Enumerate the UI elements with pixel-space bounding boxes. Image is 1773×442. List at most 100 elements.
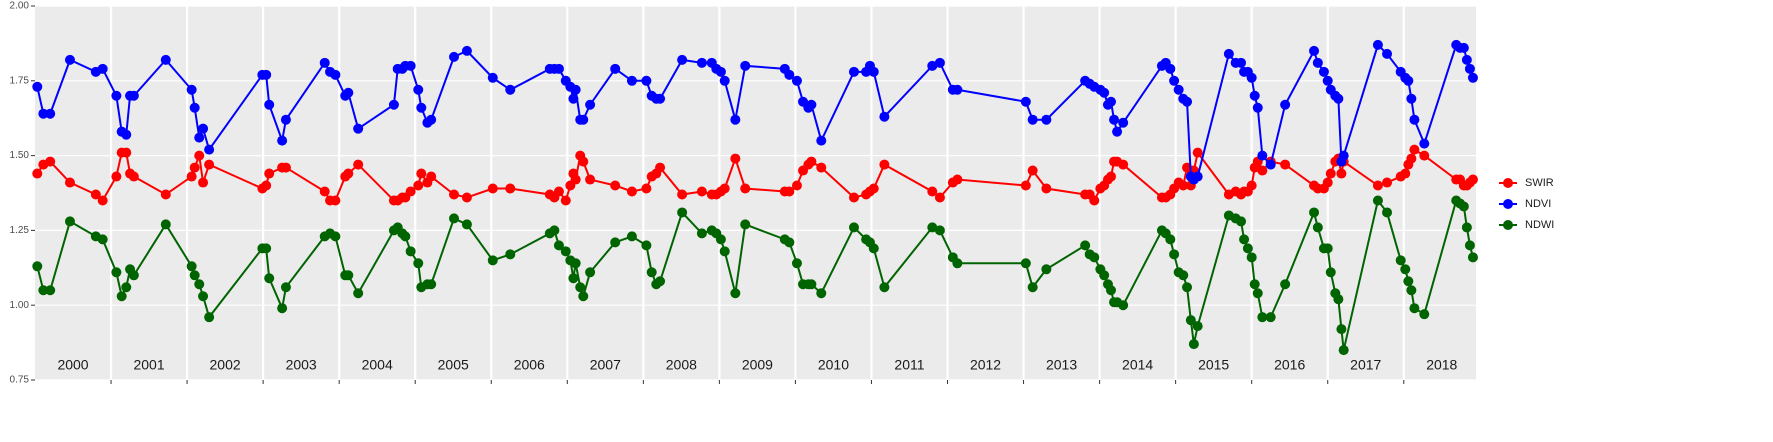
data-point	[677, 207, 688, 218]
data-point	[261, 243, 272, 254]
data-point	[1338, 150, 1349, 161]
data-point	[848, 66, 859, 77]
data-point	[791, 75, 802, 86]
data-point	[816, 162, 827, 173]
data-point	[1099, 270, 1110, 281]
legend-marker	[1503, 220, 1513, 230]
data-point	[610, 180, 621, 191]
data-point	[570, 174, 581, 185]
data-point	[655, 162, 666, 173]
data-point	[461, 45, 472, 56]
data-point	[1236, 216, 1247, 227]
data-point	[461, 192, 472, 203]
data-point	[1041, 114, 1052, 125]
data-point	[578, 291, 589, 302]
y-tick-label: 1.00	[10, 300, 30, 311]
data-point	[1372, 180, 1383, 191]
data-point	[1265, 159, 1276, 170]
data-point	[405, 60, 416, 71]
data-point	[549, 225, 560, 236]
data-point	[1280, 279, 1291, 290]
data-point	[45, 285, 56, 296]
data-point	[1118, 117, 1129, 128]
year-label: 2002	[210, 357, 241, 373]
data-point	[1382, 207, 1393, 218]
data-point	[879, 159, 890, 170]
data-point	[1027, 165, 1038, 176]
data-point	[1322, 75, 1333, 86]
data-point	[277, 303, 288, 314]
data-point	[655, 276, 666, 287]
data-point	[1249, 90, 1260, 101]
data-point	[677, 189, 688, 200]
data-point	[413, 180, 424, 191]
data-point	[1257, 312, 1268, 323]
data-point	[1419, 150, 1430, 161]
data-point	[64, 177, 75, 188]
data-point	[194, 279, 205, 290]
data-point	[791, 258, 802, 269]
data-point	[1020, 258, 1031, 269]
data-point	[97, 63, 108, 74]
data-point	[121, 147, 132, 158]
data-point	[952, 84, 963, 95]
data-point	[1020, 180, 1031, 191]
data-point	[353, 288, 364, 299]
data-point	[1239, 234, 1250, 245]
data-point	[1027, 114, 1038, 125]
data-point	[1080, 240, 1091, 251]
data-point	[1400, 264, 1411, 275]
data-point	[128, 90, 139, 101]
data-point	[1406, 285, 1417, 296]
data-point	[1280, 99, 1291, 110]
y-tick-label: 1.75	[10, 75, 30, 86]
year-label: 2011	[894, 357, 924, 373]
year-label: 2013	[1046, 357, 1077, 373]
data-point	[97, 195, 108, 206]
data-point	[578, 156, 589, 167]
data-point	[730, 153, 741, 164]
data-point	[1406, 153, 1417, 164]
year-label: 2008	[666, 357, 697, 373]
data-point	[1458, 201, 1469, 212]
data-point	[32, 81, 43, 92]
data-point	[560, 195, 571, 206]
data-point	[160, 219, 171, 230]
data-point	[585, 174, 596, 185]
series	[32, 195, 1478, 356]
data-point	[848, 222, 859, 233]
data-point	[1182, 282, 1193, 293]
data-point	[1252, 288, 1263, 299]
data-point	[1165, 234, 1176, 245]
data-point	[1109, 114, 1120, 125]
data-point	[934, 57, 945, 68]
data-point	[128, 270, 139, 281]
data-point	[426, 114, 437, 125]
data-point	[330, 231, 341, 242]
data-point	[121, 129, 132, 140]
data-point	[186, 84, 197, 95]
data-point	[505, 249, 516, 260]
data-point	[1099, 87, 1110, 98]
data-point	[1312, 222, 1323, 233]
data-point	[655, 93, 666, 104]
data-point	[90, 189, 101, 200]
data-point	[487, 255, 498, 266]
data-point	[1178, 180, 1189, 191]
data-point	[1406, 93, 1417, 104]
data-point	[111, 267, 122, 278]
data-point	[610, 237, 621, 248]
data-point	[1242, 243, 1253, 254]
data-point	[400, 231, 411, 242]
data-point	[1395, 255, 1406, 266]
data-point	[1246, 72, 1257, 83]
data-point	[570, 84, 581, 95]
data-point	[1409, 114, 1420, 125]
data-point	[448, 189, 459, 200]
plot-background	[35, 6, 1476, 380]
y-tick-label: 2.00	[10, 1, 30, 12]
data-point	[32, 261, 43, 272]
data-point	[319, 57, 330, 68]
data-point	[560, 246, 571, 257]
data-point	[952, 174, 963, 185]
